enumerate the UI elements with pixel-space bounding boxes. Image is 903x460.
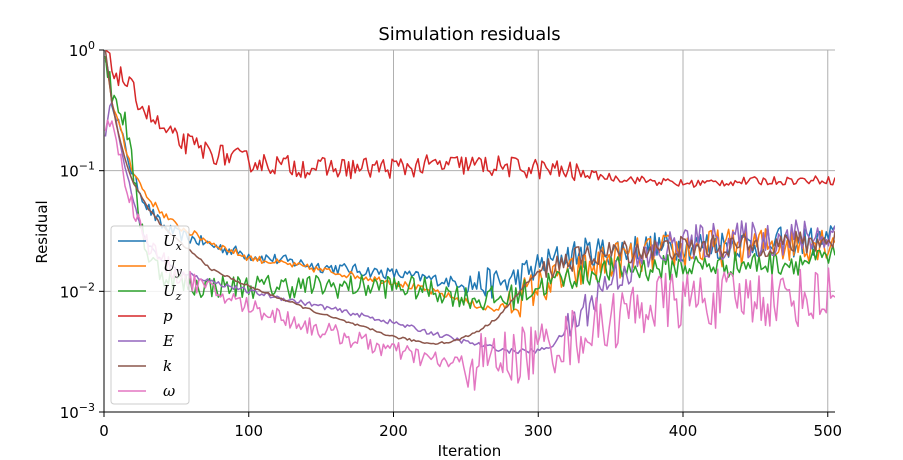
tick-labels: 0 100 200 300 400 500 10−3 10−2 10−1 100 [60,39,842,440]
series-lines [104,50,835,391]
chart-title: Simulation residuals [378,24,560,45]
x-tick-label: 0 [99,422,109,440]
x-tick-label: 200 [379,422,408,440]
legend-entry: Uz [163,282,182,303]
x-tick-label: 300 [524,422,553,440]
x-tick-label: 500 [813,422,842,440]
series-line-3 [104,56,835,311]
axes [103,50,835,413]
legend-entry: p [163,307,173,325]
series-line-2 [104,57,835,318]
x-tick-label: 100 [234,422,263,440]
legend-box [110,225,190,405]
x-tick-label: 400 [669,422,698,440]
legend-entry: E [162,332,174,350]
series-line-6 [104,50,835,345]
y-tick-label: 10−3 [60,401,95,422]
y-tick-label: 10−2 [60,280,95,301]
series-line-5 [104,101,835,355]
legend-entry: ω [163,382,175,400]
series-line-7 [104,119,835,391]
legend-entry: Uy [163,257,183,278]
legend-entry: k [163,357,172,375]
series-line-4 [105,50,835,188]
y-axis-label: Residual [33,200,51,263]
y-tick-label: 10−1 [60,160,95,181]
x-axis-label: Iteration [438,442,502,460]
y-tick-label: 100 [69,39,95,60]
legend-entry: Ux [163,232,183,253]
plot-area [104,50,835,391]
